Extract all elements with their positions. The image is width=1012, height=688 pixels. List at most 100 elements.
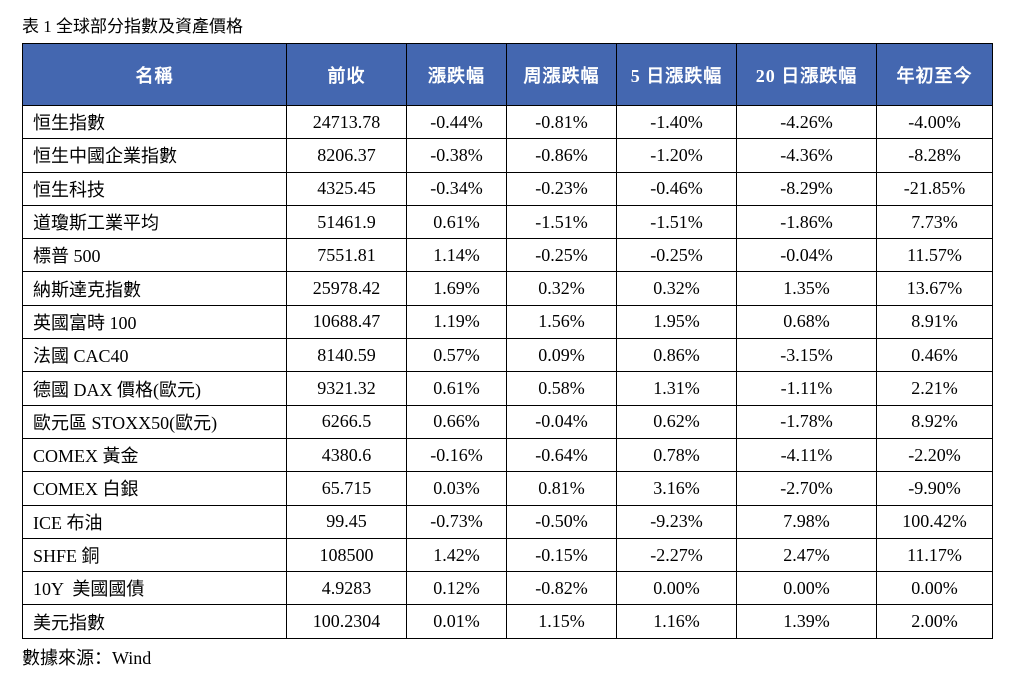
table-row: 恒生中國企業指數 8206.37 -0.38% -0.86% -1.20% -4.36% -… xyxy=(22,138,993,173)
value-cell: 6266.5 xyxy=(286,404,407,439)
value-cell: -1.78% xyxy=(736,404,877,439)
value-cell: -3.15% xyxy=(736,338,877,373)
value-cell: 7551.81 xyxy=(286,238,407,273)
value-cell: 0.86% xyxy=(616,338,737,373)
value-cell: -21.85% xyxy=(876,171,993,206)
name-cell: 美元指數 xyxy=(22,604,287,639)
value-cell: 0.09% xyxy=(506,338,617,373)
name-cell: 恒生科技 xyxy=(22,171,287,206)
header-cell: 周漲跌幅 xyxy=(506,43,617,106)
value-cell: -2.27% xyxy=(616,537,737,573)
value-cell: 0.00% xyxy=(876,571,993,606)
header-cell: 前收 xyxy=(286,43,407,106)
header-cell: 漲跌幅 xyxy=(406,43,507,106)
value-cell: -4.36% xyxy=(736,138,877,173)
table-row: 恒生指數 24713.78 -0.44% -0.81% -1.40% -4.26% -4.0… xyxy=(22,104,993,140)
value-cell: 10688.47 xyxy=(286,304,407,340)
value-cell: 8.92% xyxy=(876,404,993,439)
value-cell: 7.73% xyxy=(876,204,993,240)
value-cell: -0.15% xyxy=(506,537,617,573)
table-row: COMEX 白銀 65.715 0.03% 0.81% 3.16% -2.70% -9.90… xyxy=(22,471,993,506)
table-row: 法國 CAC40 8140.59 0.57% 0.09% 0.86% -3.15% 0.46… xyxy=(22,338,993,373)
name-cell: 道瓊斯工業平均 xyxy=(22,204,287,240)
value-cell: 2.47% xyxy=(736,537,877,573)
value-cell: 65.715 xyxy=(286,471,407,506)
value-cell: 8140.59 xyxy=(286,338,407,373)
header-cell: 5 日漲跌幅 xyxy=(616,43,737,106)
value-cell: 1.15% xyxy=(506,604,617,639)
value-cell: 1.39% xyxy=(736,604,877,639)
source-note: 數據來源：Wind xyxy=(22,648,152,668)
value-cell: 8206.37 xyxy=(286,138,407,173)
value-cell: -0.04% xyxy=(736,238,877,273)
value-cell: -0.81% xyxy=(506,104,617,140)
value-cell: 25978.42 xyxy=(286,271,407,306)
name-cell: 恒生中國企業指數 xyxy=(22,138,287,173)
value-cell: -0.34% xyxy=(406,171,507,206)
header-cell: 名稱 xyxy=(22,43,287,106)
table-row: 德國 DAX 價格(歐元) 9321.32 0.61% 0.58% 1.31% -1.11… xyxy=(22,371,993,406)
value-cell: 7.98% xyxy=(736,504,877,539)
name-cell: 納斯達克指數 xyxy=(22,271,287,306)
table-row: 美元指數 100.2304 0.01% 1.15% 1.16% 1.39% 2.00% xyxy=(22,604,993,639)
value-cell: 4325.45 xyxy=(286,171,407,206)
value-cell: -1.11% xyxy=(736,371,877,406)
value-cell: 24713.78 xyxy=(286,104,407,140)
value-cell: -8.28% xyxy=(876,138,993,173)
table-row: 恒生科技 4325.45 -0.34% -0.23% -0.46% -8.29% -21.8… xyxy=(22,171,993,206)
value-cell: -1.51% xyxy=(616,204,737,240)
value-cell: -4.26% xyxy=(736,104,877,140)
value-cell: -1.40% xyxy=(616,104,737,140)
value-cell: -0.38% xyxy=(406,138,507,173)
value-cell: 0.46% xyxy=(876,338,993,373)
value-cell: 1.56% xyxy=(506,304,617,340)
value-cell: 4.9283 xyxy=(286,571,407,606)
value-cell: 100.42% xyxy=(876,504,993,539)
value-cell: -1.51% xyxy=(506,204,617,240)
value-cell: 1.69% xyxy=(406,271,507,306)
header-row: 名稱 前收 漲跌幅 周漲跌幅 5 日漲跌幅 20 日漲跌幅 年初至今 xyxy=(22,43,993,106)
value-cell: 1.16% xyxy=(616,604,737,639)
table-row: 標普 500 7551.81 1.14% -0.25% -0.25% -0.04% 11.5… xyxy=(22,238,993,273)
value-cell: 2.00% xyxy=(876,604,993,639)
name-cell: SHFE 銅 xyxy=(22,537,287,573)
value-cell: -2.20% xyxy=(876,437,993,473)
value-cell: 0.68% xyxy=(736,304,877,340)
value-cell: -8.29% xyxy=(736,171,877,206)
value-cell: -0.46% xyxy=(616,171,737,206)
name-cell: 法國 CAC40 xyxy=(22,338,287,373)
value-cell: -0.44% xyxy=(406,104,507,140)
value-cell: -2.70% xyxy=(736,471,877,506)
value-cell: -0.73% xyxy=(406,504,507,539)
name-cell: 10Y 美國國債 xyxy=(22,571,287,606)
name-cell: COMEX 白銀 xyxy=(22,471,287,506)
price-table: 名稱 前收 漲跌幅 周漲跌幅 5 日漲跌幅 20 日漲跌幅 年初至今 恒生指數 24713.7… xyxy=(22,43,993,639)
value-cell: -0.16% xyxy=(406,437,507,473)
value-cell: -0.82% xyxy=(506,571,617,606)
name-cell: 歐元區 STOXX50(歐元) xyxy=(22,404,287,439)
header-cell: 年初至今 xyxy=(876,43,993,106)
value-cell: 9321.32 xyxy=(286,371,407,406)
value-cell: 0.61% xyxy=(406,371,507,406)
value-cell: 0.81% xyxy=(506,471,617,506)
value-cell: 0.12% xyxy=(406,571,507,606)
table-row: ICE 布油 99.45 -0.73% -0.50% -9.23% 7.98% 100.42… xyxy=(22,504,993,539)
table-row: 10Y 美國國債 4.9283 0.12% -0.82% 0.00% 0.00% 0.00% xyxy=(22,571,993,606)
name-cell: ICE 布油 xyxy=(22,504,287,539)
value-cell: 1.95% xyxy=(616,304,737,340)
value-cell: 11.17% xyxy=(876,537,993,573)
value-cell: 0.03% xyxy=(406,471,507,506)
value-cell: 0.61% xyxy=(406,204,507,240)
value-cell: 1.19% xyxy=(406,304,507,340)
table-row: 英國富時 100 10688.47 1.19% 1.56% 1.95% 0.68% 8.91… xyxy=(22,304,993,340)
value-cell: 13.67% xyxy=(876,271,993,306)
value-cell: 0.78% xyxy=(616,437,737,473)
value-cell: 51461.9 xyxy=(286,204,407,240)
value-cell: 1.42% xyxy=(406,537,507,573)
value-cell: -1.86% xyxy=(736,204,877,240)
value-cell: -0.86% xyxy=(506,138,617,173)
value-cell: 108500 xyxy=(286,537,407,573)
table-row: 歐元區 STOXX50(歐元) 6266.5 0.66% -0.04% 0.62% -1.… xyxy=(22,404,993,439)
name-cell: 德國 DAX 價格(歐元) xyxy=(22,371,287,406)
name-cell: COMEX 黃金 xyxy=(22,437,287,473)
